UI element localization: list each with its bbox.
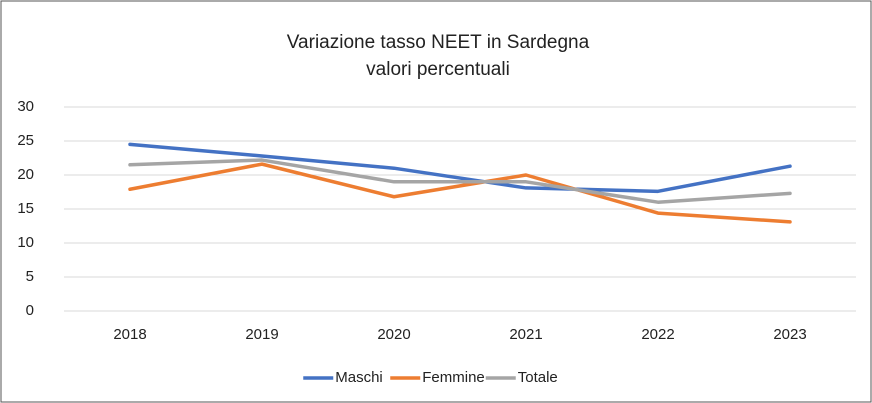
- y-tick-label: 15: [17, 200, 34, 217]
- series-line: [128, 142, 792, 194]
- chart-subtitle: valori percentuali: [366, 59, 510, 80]
- x-tick-label: 2018: [113, 326, 146, 343]
- y-tick-label: 0: [26, 302, 34, 319]
- x-tick-label: 2020: [377, 326, 410, 343]
- legend-label: Femmine: [422, 369, 485, 386]
- chart-title: Variazione tasso NEET in Sardegna: [287, 32, 590, 53]
- x-tick-label: 2022: [641, 326, 674, 343]
- series-line: [128, 162, 792, 224]
- legend-label: Maschi: [335, 369, 383, 386]
- x-tick-label: 2021: [509, 326, 542, 343]
- y-tick-label: 30: [17, 98, 34, 115]
- series-line: [128, 158, 792, 204]
- y-tick-label: 20: [17, 166, 34, 183]
- x-tick-label: 2023: [773, 326, 806, 343]
- y-tick-label: 5: [26, 268, 34, 285]
- y-tick-label: 10: [17, 234, 34, 251]
- x-tick-label: 2019: [245, 326, 278, 343]
- legend-label: Totale: [518, 369, 558, 386]
- y-tick-label: 25: [17, 132, 34, 149]
